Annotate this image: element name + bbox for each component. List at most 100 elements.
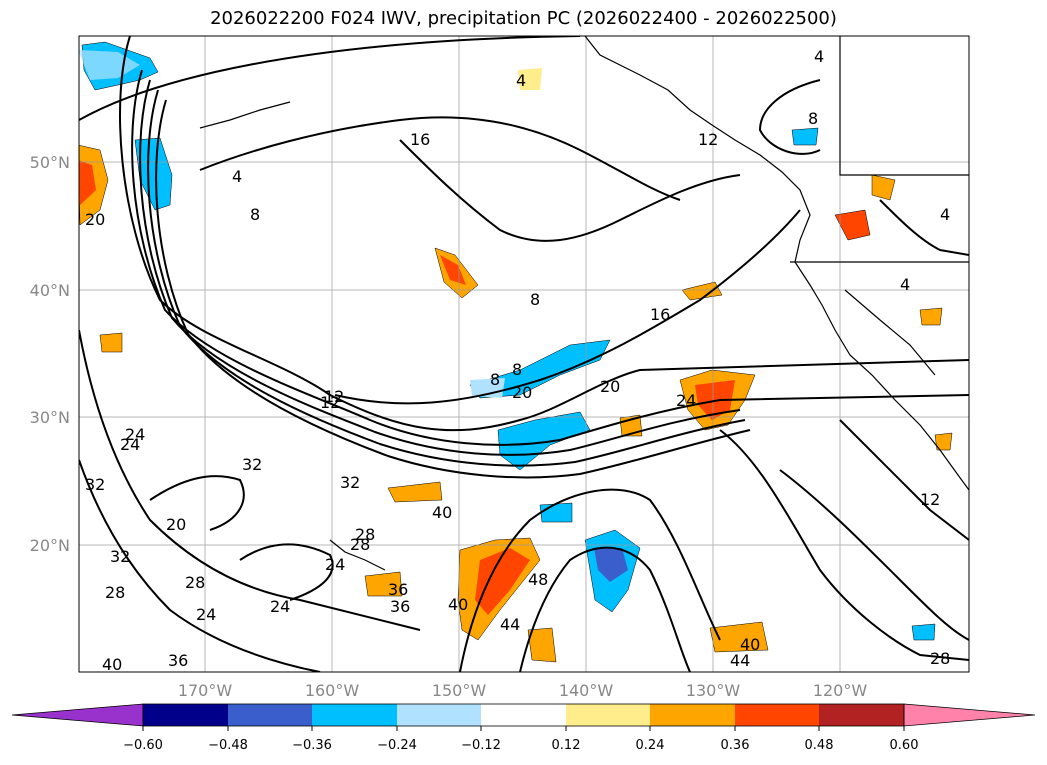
lon-label: 140°W: [559, 681, 614, 700]
colorbar-segment: [566, 704, 650, 726]
lat-label: 40°N: [30, 281, 70, 300]
precip-patch: [911, 623, 936, 641]
contour-label: 8: [512, 360, 522, 379]
contour-label: 16: [650, 305, 670, 324]
contour-label: 4: [232, 167, 242, 186]
lon-label: 170°W: [178, 681, 233, 700]
colorbar-tick-label: −0.48: [208, 738, 248, 753]
precip-patch: [919, 307, 943, 326]
contour-label: 40: [448, 595, 468, 614]
colorbar-tick-label: 0.24: [636, 738, 665, 753]
contour-label: 12: [920, 490, 940, 509]
contour-label: 24: [270, 597, 290, 616]
contour-label: 8: [250, 205, 260, 224]
latitude-labels: 50°N 40°N 30°N 20°N: [30, 153, 70, 555]
contour-label: 28: [350, 535, 370, 554]
colorbar-segment: [735, 704, 819, 726]
colorbar-left-extension: [11, 703, 144, 727]
colorbar-tick-marks: [142, 726, 905, 731]
colorbar-segment: [397, 704, 481, 726]
lon-label: 120°W: [813, 681, 868, 700]
contour-label: 28: [185, 573, 205, 592]
iwv-contours: [79, 36, 969, 672]
contour-label: 32: [85, 475, 105, 494]
lat-label: 30°N: [30, 408, 70, 427]
longitude-labels: 170°W 160°W 150°W 140°W 130°W 120°W: [178, 681, 868, 700]
colorbar-tick-label: −0.60: [123, 738, 163, 753]
map-plot-area: 4 8 4 8 12 16 20 24 32 28 24 20 8 12 16 …: [78, 35, 970, 674]
contour-label: 40: [102, 655, 122, 674]
colorbar-tick-label: −0.24: [377, 738, 417, 753]
colorbar-right-extension: [903, 703, 1036, 727]
colorbar-segment: [650, 704, 735, 726]
contour-label: 8: [490, 370, 500, 389]
contour-label: 48: [528, 570, 548, 589]
lon-label: 160°W: [305, 681, 360, 700]
contour-label: 12: [324, 387, 344, 406]
colorbar-tick-label: 0.60: [890, 738, 919, 753]
contour-label: 20: [512, 383, 532, 402]
lat-label: 50°N: [30, 153, 70, 172]
coastlines: [199, 36, 969, 571]
colorbar-segment: [481, 704, 566, 726]
contour-label: 4: [900, 275, 910, 294]
contour-label: 8: [530, 290, 540, 309]
contour-label: 36: [168, 651, 188, 670]
precip-patch: [79, 160, 96, 205]
contour-label: 40: [740, 635, 760, 654]
contour-label: 36: [390, 597, 410, 616]
precip-patch: [99, 332, 123, 353]
precip-patch: [681, 281, 723, 301]
map-title: 2026022200 F024 IWV, precipitation PC (2…: [210, 8, 837, 29]
colorbar-segment: [143, 704, 228, 726]
contour-label: 24: [676, 391, 696, 410]
contour-label: 4: [516, 71, 526, 90]
contour-label: 20: [600, 377, 620, 396]
lon-label: 130°W: [686, 681, 741, 700]
precip-patch: [527, 627, 557, 663]
contour-label: 32: [340, 473, 360, 492]
colorbar-tick-label: 0.48: [805, 738, 834, 753]
lat-label: 20°N: [30, 536, 70, 555]
colorbar-tick-label: 0.36: [721, 738, 750, 753]
lon-label: 150°W: [432, 681, 487, 700]
precip-patch: [387, 481, 443, 503]
contour-label: 12: [698, 130, 718, 149]
contour-label: 24: [196, 605, 216, 624]
colorbar-tick-label: 0.12: [552, 738, 581, 753]
precip-patch: [475, 548, 530, 615]
colorbar-frame: [142, 703, 905, 727]
contour-label: 24: [125, 425, 145, 444]
contour-label: 28: [355, 525, 375, 544]
precip-patch: [364, 571, 403, 597]
colorbar-segment: [228, 704, 312, 726]
contour-label: 4: [940, 205, 950, 224]
contour-label: 24: [325, 555, 345, 574]
contour-label: 32: [110, 547, 130, 566]
map-frame: [78, 35, 970, 673]
colorbar-segment: [312, 704, 397, 726]
contour-label: 4: [814, 47, 824, 66]
contour-label: 44: [730, 651, 750, 670]
contour-label: 28: [105, 583, 125, 602]
colorbar-tick-label: −0.12: [461, 738, 501, 753]
contour-label: 12: [320, 393, 340, 412]
contour-label: 8: [808, 109, 818, 128]
colorbar: −0.60 −0.48 −0.36 −0.24 −0.12 0.12 0.24 …: [11, 703, 1036, 753]
contour-label: 44: [500, 615, 520, 634]
contour-label-group: 4 8 4 8 12 16 20 24 32 28 24 20 8 12 16 …: [85, 47, 950, 674]
precip-patch: [539, 502, 573, 523]
contour-label: 40: [432, 503, 452, 522]
precip-patch: [594, 548, 628, 582]
contour-label: 32: [242, 455, 262, 474]
precip-patch: [518, 68, 542, 90]
contour-label: 20: [85, 210, 105, 229]
precip-patch: [871, 174, 896, 201]
contour-label: 28: [930, 649, 950, 668]
precip-patch: [791, 127, 819, 146]
contour-label: 20: [166, 515, 186, 534]
contour-label: 36: [388, 580, 408, 599]
contour-label: 16: [410, 130, 430, 149]
colorbar-tick-label: −0.36: [292, 738, 332, 753]
